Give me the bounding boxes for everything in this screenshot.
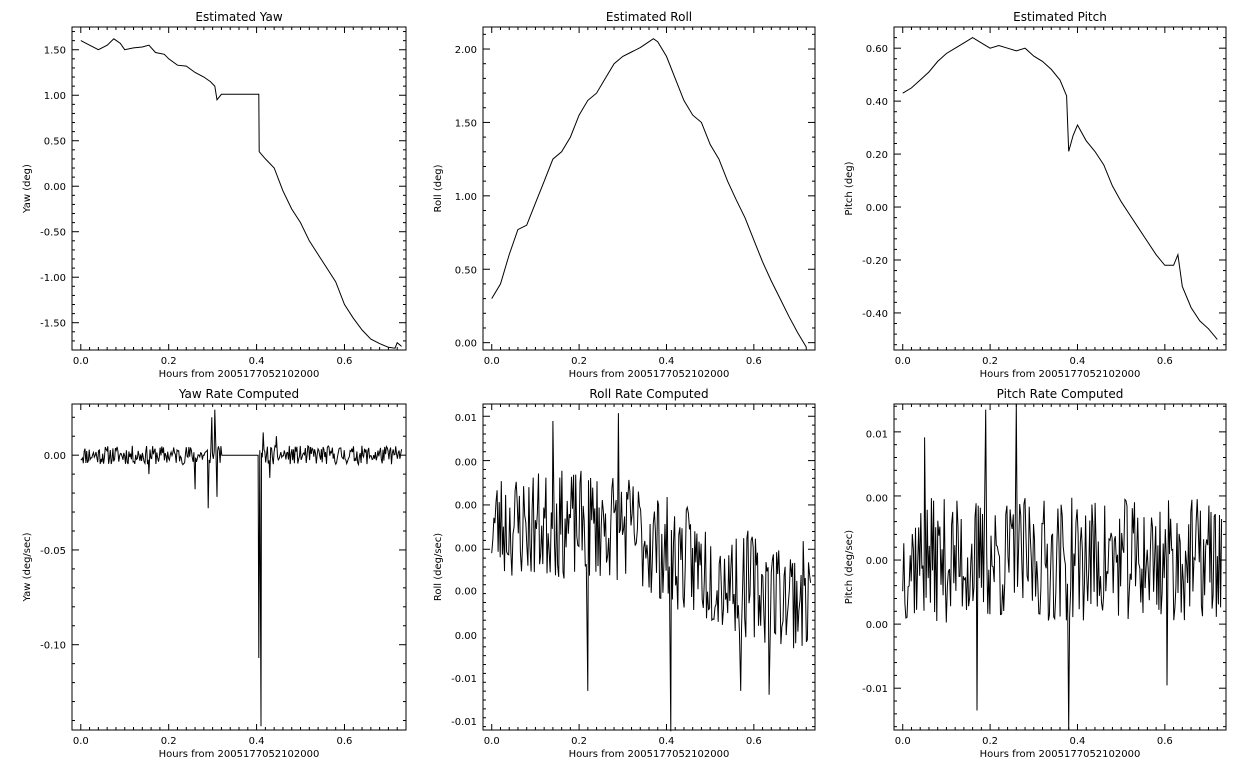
y-tick-label: -0.20 xyxy=(862,256,888,267)
y-tick-label: 0.00 xyxy=(455,500,477,511)
chart-title: Roll Rate Computed xyxy=(589,387,708,401)
y-axis-label: Yaw (deg) xyxy=(22,164,33,214)
x-tick-label: 0.4 xyxy=(1070,736,1086,747)
x-tick-label: 0.6 xyxy=(746,356,762,367)
y-tick-label: 0.00 xyxy=(44,451,66,462)
x-tick-label: 0.4 xyxy=(659,736,675,747)
x-axis-label: Hours from 2005177052102000 xyxy=(159,749,320,760)
series-line xyxy=(902,403,1223,731)
chart-title: Yaw Rate Computed xyxy=(178,387,299,401)
x-tick-label: 0.0 xyxy=(73,736,89,747)
x-tick-label: 0.2 xyxy=(571,736,587,747)
x-tick-label: 0.2 xyxy=(982,736,998,747)
y-tick-label: 0.50 xyxy=(455,265,477,276)
series-line xyxy=(491,413,812,732)
series-line xyxy=(80,409,403,727)
y-tick-label: 0.01 xyxy=(866,429,888,440)
y-tick-label: -0.10 xyxy=(40,641,66,652)
x-tick-label: 0.4 xyxy=(1070,356,1086,367)
x-axis-label: Hours from 2005177052102000 xyxy=(569,749,730,760)
series-line xyxy=(491,38,807,348)
y-tick-label: 0.50 xyxy=(44,137,66,148)
y-tick-label: 0.00 xyxy=(866,620,888,631)
x-tick-label: 0.6 xyxy=(1157,356,1173,367)
chart-title: Estimated Pitch xyxy=(1013,10,1107,24)
series-line xyxy=(80,38,402,349)
plot-frame xyxy=(482,26,816,351)
chart-title: Estimated Yaw xyxy=(195,10,282,24)
x-tick-label: 0.4 xyxy=(659,356,675,367)
y-tick-label: 0.00 xyxy=(866,493,888,504)
chart-panel: Estimated Pitch 0.0 0.2 0.4 0.6 0.60 0.40 0.20 0… xyxy=(844,10,1227,380)
x-axis-label: Hours from 2005177052102000 xyxy=(980,369,1141,380)
y-tick-label: 0.00 xyxy=(455,631,477,642)
x-tick-label: 0.2 xyxy=(571,356,587,367)
y-tick-label: 0.00 xyxy=(455,339,477,350)
x-tick-label: 0.0 xyxy=(895,736,911,747)
series-line xyxy=(902,37,1218,340)
x-tick-label: 0.0 xyxy=(484,736,500,747)
y-tick-label: -1.00 xyxy=(40,273,66,284)
x-tick-label: 0.4 xyxy=(249,356,265,367)
plot-frame xyxy=(893,26,1227,351)
y-tick-label: 1.50 xyxy=(455,118,477,129)
x-axis-label: Hours from 2005177052102000 xyxy=(980,749,1141,760)
x-tick-label: 0.2 xyxy=(161,736,177,747)
plot-frame xyxy=(71,26,407,351)
x-tick-label: 0.6 xyxy=(337,736,353,747)
x-tick-label: 0.0 xyxy=(73,356,89,367)
chart-title: Estimated Roll xyxy=(606,10,692,24)
x-tick-label: 0.6 xyxy=(1157,736,1173,747)
x-tick-label: 0.2 xyxy=(161,356,177,367)
plot-frame xyxy=(71,403,407,731)
y-tick-label: 0.20 xyxy=(866,150,888,161)
x-tick-label: 0.2 xyxy=(982,356,998,367)
y-axis-label: Roll (deg) xyxy=(433,164,444,212)
y-tick-label: 0.00 xyxy=(455,586,477,597)
x-tick-label: 0.0 xyxy=(895,356,911,367)
x-tick-label: 0.6 xyxy=(746,736,762,747)
y-tick-label: 0.00 xyxy=(455,543,477,554)
y-tick-label: 1.00 xyxy=(455,192,477,203)
y-tick-label: 0.01 xyxy=(455,413,477,424)
x-tick-label: 0.0 xyxy=(484,356,500,367)
y-tick-label: 1.50 xyxy=(44,46,66,57)
x-axis-label: Hours from 2005177052102000 xyxy=(159,369,320,380)
chart-panel: Estimated Roll 0.0 0.2 0.4 0.6 2.00 1.50 1.00 0.… xyxy=(433,10,816,380)
x-tick-label: 0.4 xyxy=(249,736,265,747)
y-tick-label: 0.00 xyxy=(866,203,888,214)
y-tick-label: 0.40 xyxy=(866,97,888,108)
y-tick-label: -0.01 xyxy=(451,717,477,728)
y-tick-label: 0.00 xyxy=(866,556,888,567)
y-axis-label: Roll (deg/sec) xyxy=(433,533,444,601)
y-tick-label: -1.50 xyxy=(40,319,66,330)
y-tick-label: 1.00 xyxy=(44,91,66,102)
y-tick-label: -0.50 xyxy=(40,228,66,239)
y-tick-label: -0.40 xyxy=(862,309,888,320)
y-axis-label: Pitch (deg) xyxy=(844,161,855,215)
y-tick-label: 0.00 xyxy=(455,457,477,468)
chart-panel: Yaw Rate Computed 0.0 0.2 0.4 0.6 0.00 -0.05 -0… xyxy=(22,387,407,760)
y-axis-label: Pitch (deg/sec) xyxy=(844,530,855,605)
y-axis-label: Yaw (deg/sec) xyxy=(22,532,33,602)
chart-panel: Estimated Yaw 0.0 0.2 0.4 0.6 1.50 1.00 0.50 0.0… xyxy=(22,10,407,380)
y-tick-label: -0.01 xyxy=(862,684,888,695)
x-tick-label: 0.6 xyxy=(337,356,353,367)
y-tick-label: -0.01 xyxy=(451,674,477,685)
chart-title: Pitch Rate Computed xyxy=(997,387,1124,401)
chart-panel: Pitch Rate Computed 0.0 0.2 0.4 0.6 0.01 0.00 0… xyxy=(844,387,1227,760)
x-axis-label: Hours from 2005177052102000 xyxy=(569,369,730,380)
y-tick-label: 0.60 xyxy=(866,44,888,55)
y-tick-label: 2.00 xyxy=(455,45,477,56)
y-tick-label: 0.00 xyxy=(44,182,66,193)
chart-panel: Roll Rate Computed 0.0 0.2 0.4 0.6 0.01 0.00 0.… xyxy=(433,387,816,760)
y-tick-label: -0.05 xyxy=(40,546,66,557)
